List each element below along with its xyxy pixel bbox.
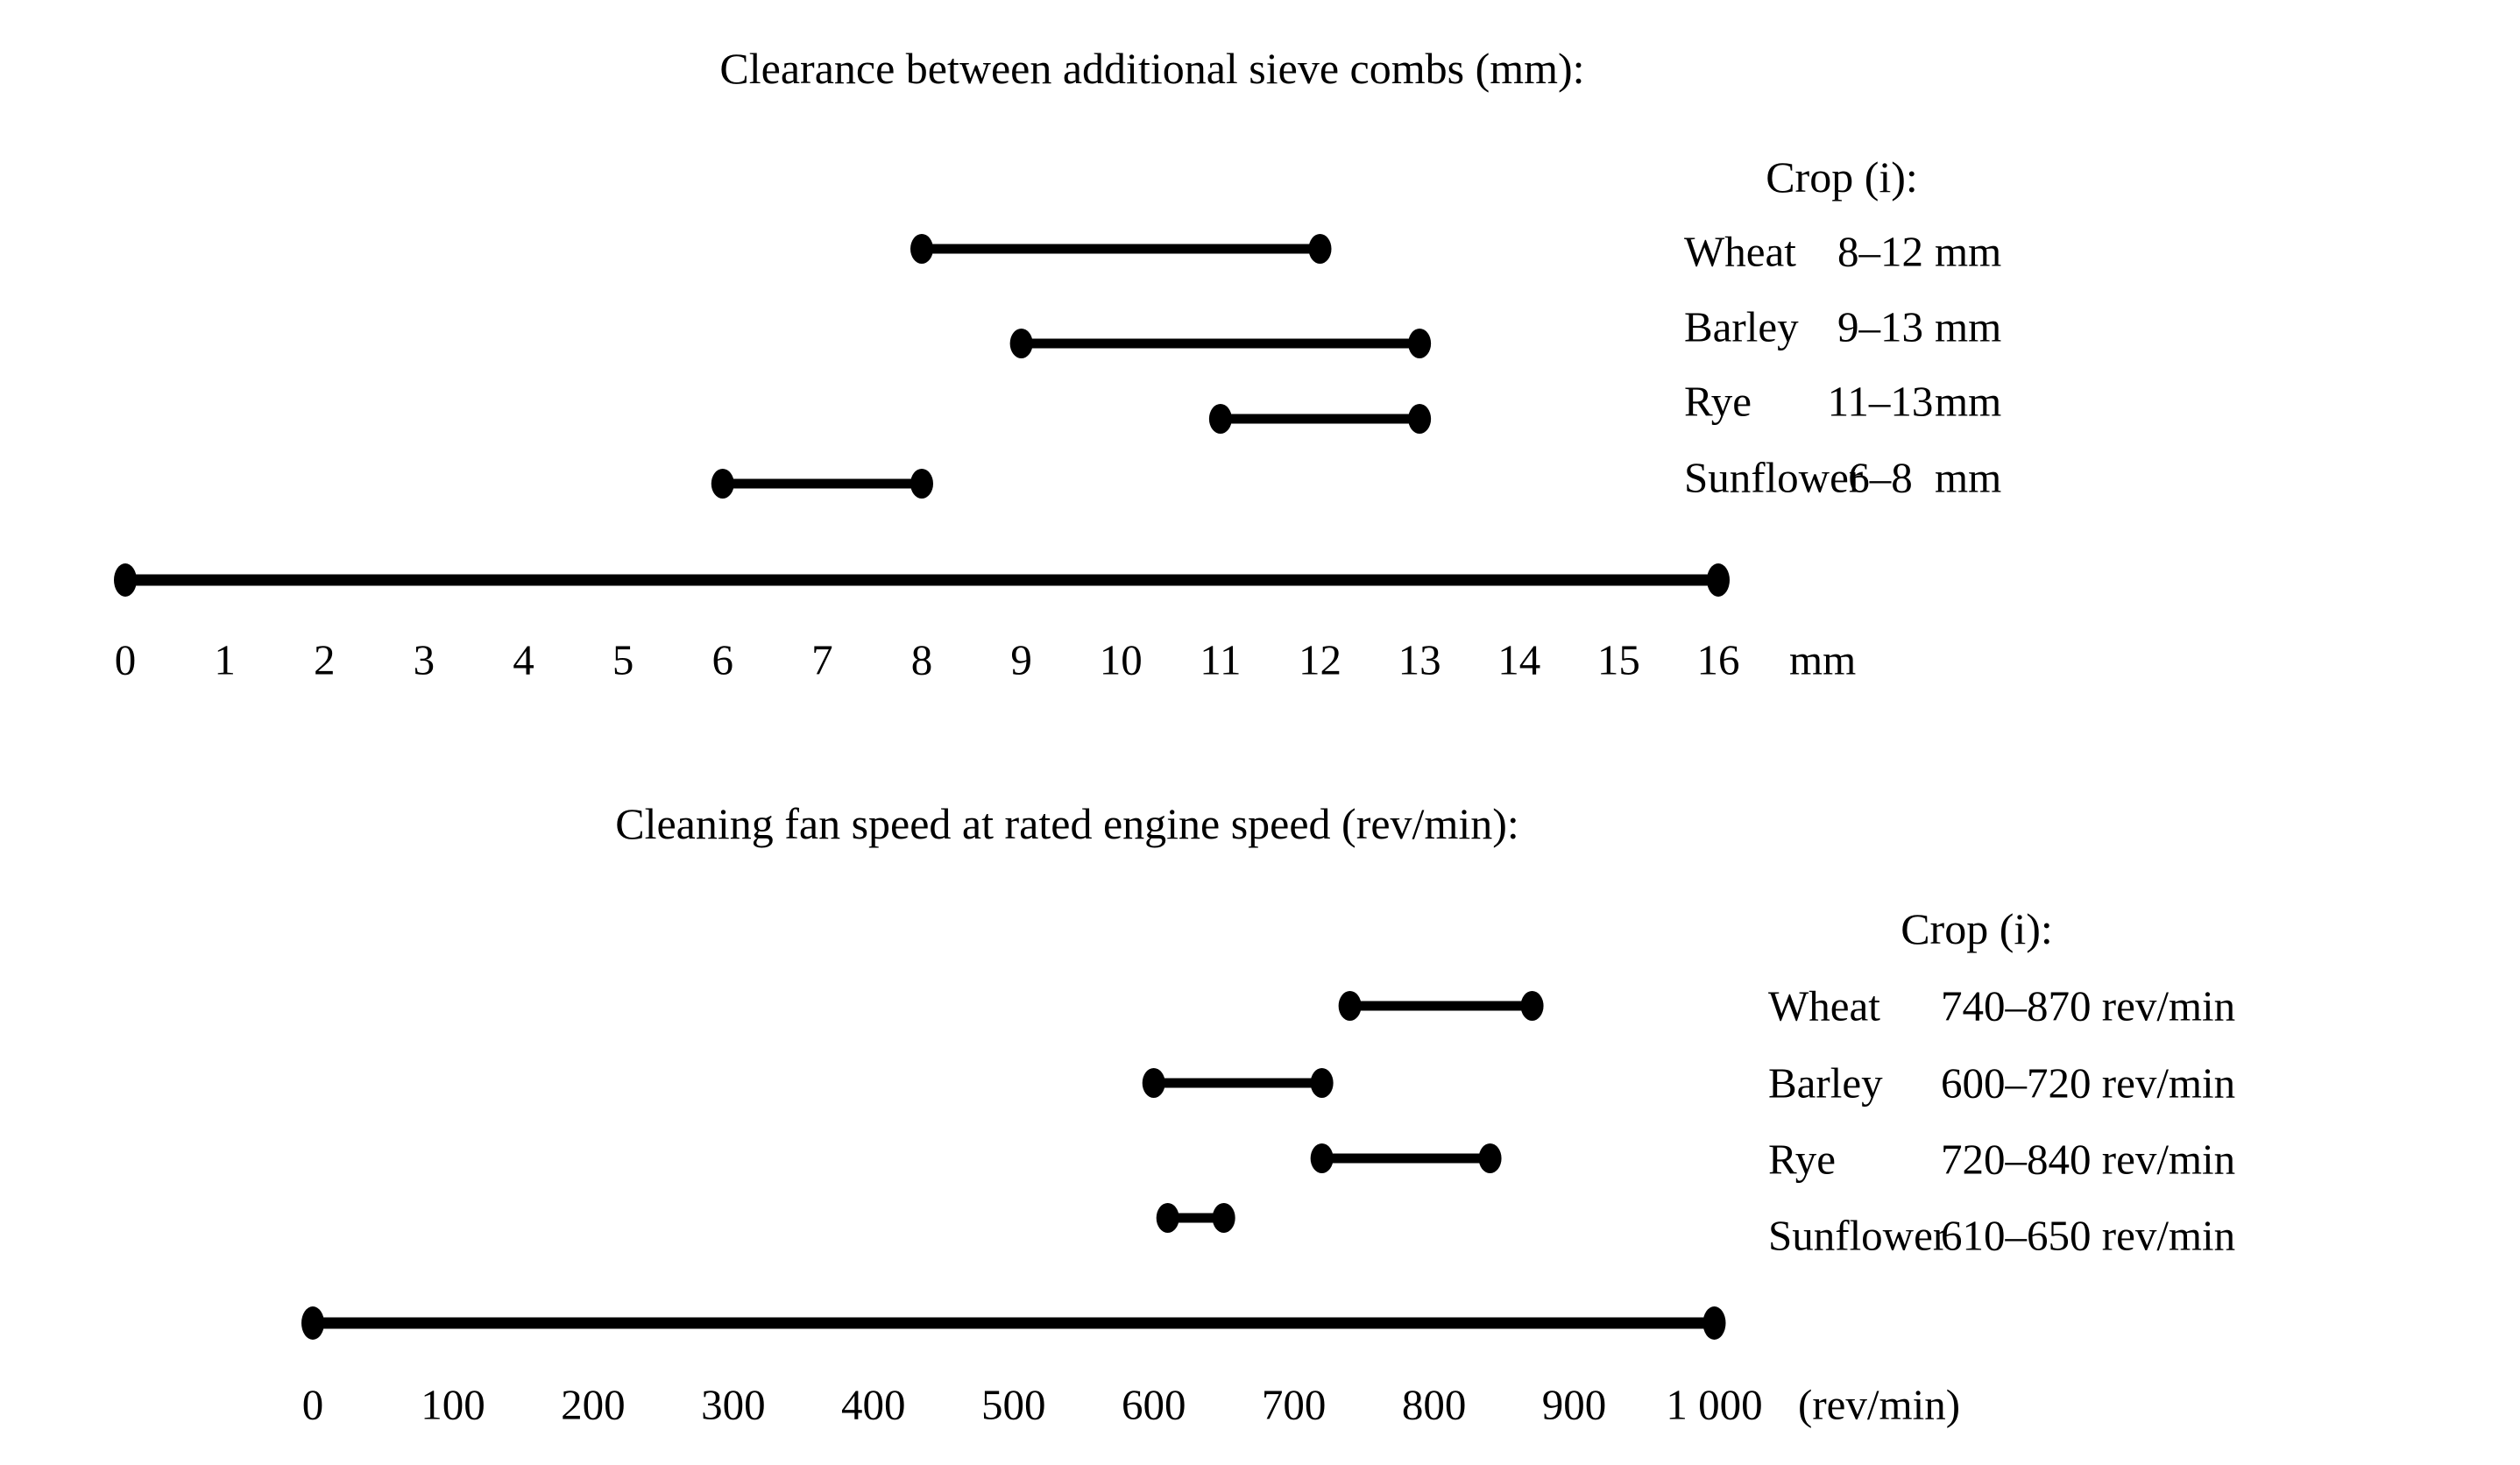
axis-tick-label: 100 (421, 1380, 485, 1429)
axis-tick-label: 700 (1261, 1380, 1327, 1429)
axis-start-dot (301, 1306, 324, 1340)
axis-tick-label: 1 000 (1666, 1380, 1763, 1429)
legend-range-value: 720–840 rev/min (1941, 1135, 2236, 1184)
range-start-dot-barley (1142, 1068, 1165, 1098)
axis-tick-label: 9 (1010, 635, 1032, 684)
axis-tick-label: 8 (910, 635, 933, 684)
chart-title-fan-speed: Cleaning fan speed at rated engine speed… (615, 799, 1519, 848)
legend-crop-name: Sunflower (1684, 453, 1864, 502)
legend-range-value: 600–720 rev/min (1941, 1058, 2236, 1108)
legend-range-value: 610–650 rev/min (1941, 1211, 2236, 1260)
axis-tick-label: 200 (561, 1380, 626, 1429)
axis-tick-label: 5 (612, 635, 634, 684)
range-start-dot-rye (1208, 404, 1232, 434)
axis-tick-label: 0 (114, 635, 137, 684)
axis-tick-label: 2 (314, 635, 336, 684)
range-end-dot-wheat (1308, 234, 1332, 264)
range-end-dot-barley (1408, 329, 1432, 358)
range-end-dot-barley (1310, 1068, 1334, 1098)
chart-title-sieve-clearance: Clearance between additional sieve combs… (719, 44, 1585, 93)
axis-tick-label: 500 (981, 1380, 1046, 1429)
range-start-dot-barley (1009, 329, 1033, 358)
range-start-dot-rye (1310, 1143, 1334, 1173)
legend-range-unit: mm (1935, 377, 2002, 426)
legend-crop-name: Rye (1684, 377, 1752, 426)
axis-end-dot (1702, 1306, 1726, 1340)
axis-tick-label: 13 (1398, 635, 1441, 684)
legend-crop-name: Barley (1768, 1058, 1883, 1108)
axis-tick-label: 400 (841, 1380, 906, 1429)
legend-range-value: 11–13 (1827, 377, 1934, 426)
legend-crop-name: Barley (1684, 302, 1799, 351)
legend-header-crop-bottom: Crop (i): (1901, 904, 2053, 953)
legend-range-unit: mm (1935, 302, 2002, 351)
legend-crop-name: Sunflower (1768, 1211, 1948, 1260)
axis-tick-label: 4 (513, 635, 534, 684)
axis-tick-label: 6 (711, 635, 734, 684)
axis-tick-label: 3 (413, 635, 435, 684)
axis-tick-label: 0 (301, 1380, 324, 1429)
axis-end-dot (1707, 563, 1730, 597)
legend-crop-name: Wheat (1768, 981, 1880, 1030)
range-end-dot-rye (1408, 404, 1432, 434)
range-end-dot-sunflower (910, 469, 933, 499)
legend-crop-name: Wheat (1684, 227, 1796, 276)
axis-unit-label: mm (1789, 635, 1857, 684)
range-end-dot-sunflower (1212, 1203, 1235, 1233)
range-end-dot-wheat (1520, 991, 1544, 1021)
axis-unit-label: (rev/min) (1798, 1380, 1961, 1429)
range-start-dot-wheat (910, 234, 933, 264)
legend-crop-name: Rye (1768, 1135, 1836, 1184)
axis-tick-label: 11 (1200, 635, 1242, 684)
legend-range-unit: mm (1935, 453, 2002, 502)
axis-tick-label: 15 (1596, 635, 1640, 684)
axis-tick-label: 900 (1541, 1380, 1607, 1429)
legend-range-value: 6–8 (1848, 453, 1913, 502)
axis-tick-label: 800 (1401, 1380, 1467, 1429)
range-start-dot-wheat (1338, 991, 1362, 1021)
legend-range-unit: mm (1935, 227, 2002, 276)
axis-tick-label: 16 (1696, 635, 1740, 684)
axis-tick-label: 300 (701, 1380, 766, 1429)
range-end-dot-rye (1478, 1143, 1502, 1173)
legend-range-value: 9–13 (1837, 302, 1923, 351)
axis-start-dot (114, 563, 137, 597)
legend-range-value: 8–12 (1837, 227, 1923, 276)
legend-header-crop-top: Crop (i): (1766, 152, 1918, 202)
axis-tick-label: 10 (1099, 635, 1143, 684)
range-start-dot-sunflower (1156, 1203, 1179, 1233)
legend-range-value: 740–870 rev/min (1941, 981, 2236, 1030)
axis-tick-label: 600 (1121, 1380, 1186, 1429)
axis-tick-label: 14 (1497, 635, 1541, 684)
axis-tick-label: 1 (214, 635, 236, 684)
range-start-dot-sunflower (711, 469, 734, 499)
axis-tick-label: 7 (811, 635, 833, 684)
axis-tick-label: 12 (1299, 635, 1341, 684)
